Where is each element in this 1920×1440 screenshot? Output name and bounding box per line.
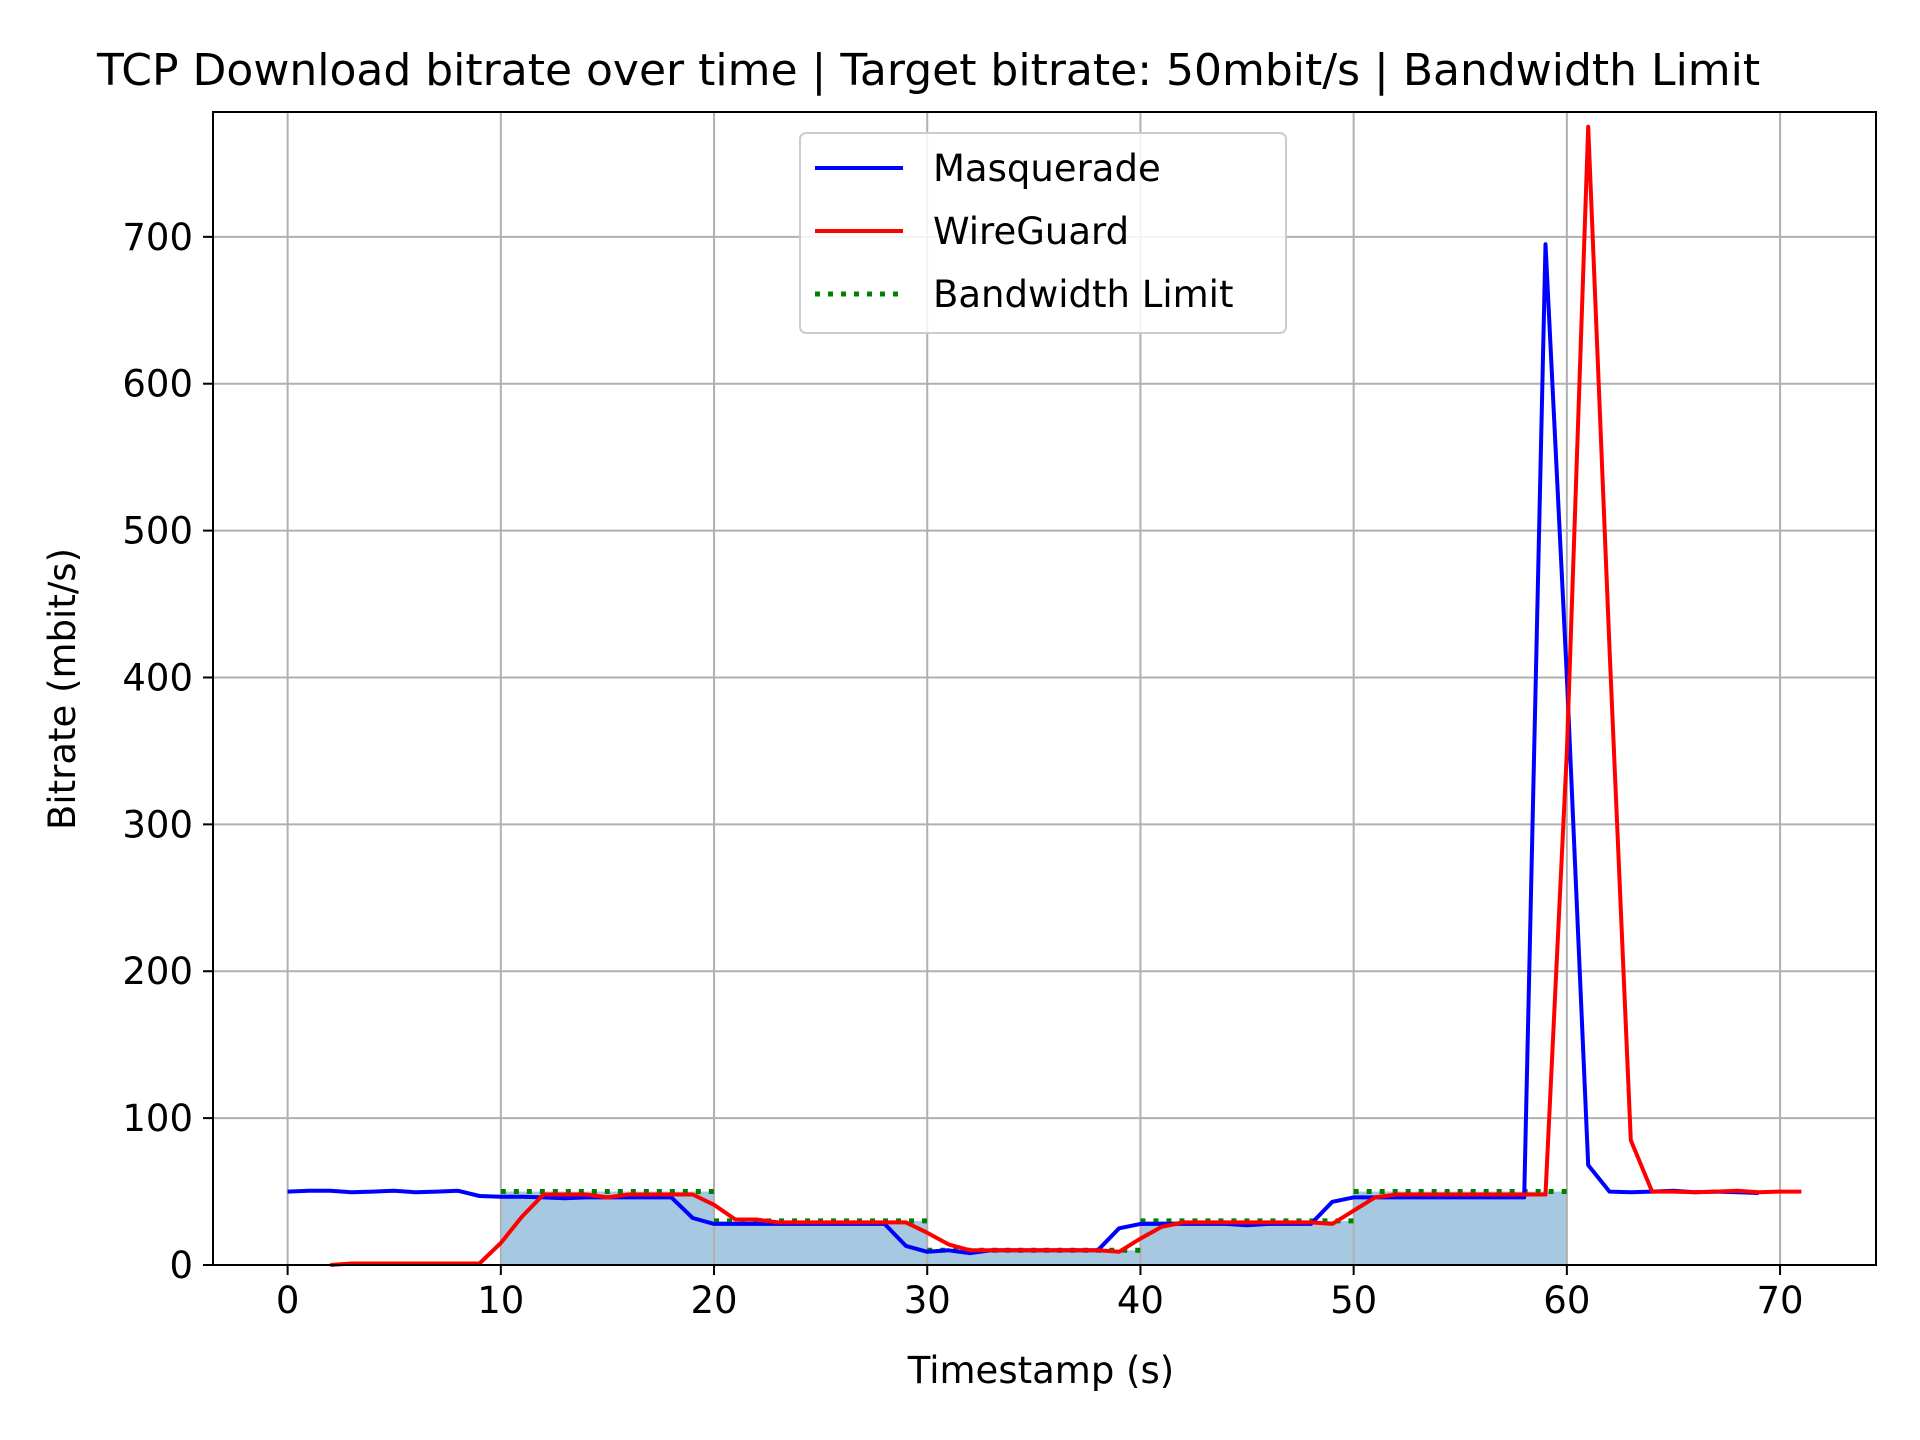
x-tick-label-1: 10 (477, 1279, 524, 1322)
x-tick-label-7: 70 (1757, 1279, 1804, 1322)
x-tick-label-4: 40 (1117, 1279, 1164, 1322)
fill-band-1 (714, 1220, 928, 1265)
legend-box (799, 132, 1287, 334)
y-tick-label-3: 300 (122, 803, 193, 846)
legend-label-bandwidth-limit: Bandwidth Limit (933, 273, 1233, 316)
wireguard-line (330, 124, 1802, 1267)
fill-band-0 (500, 1191, 715, 1265)
y-axis-label: Bitrate (mbit/s) (41, 548, 84, 830)
y-tick-label-1: 100 (122, 1097, 193, 1140)
y-tick-label-6: 600 (122, 363, 193, 406)
x-axis-label: Timestamp (s) (907, 1349, 1174, 1392)
y-tick-label-7: 700 (122, 216, 193, 259)
x-tick-label-5: 50 (1330, 1279, 1377, 1322)
y-tick-label-2: 200 (122, 950, 193, 993)
fill-band-4 (1353, 1191, 1567, 1265)
plot-frame (212, 111, 1877, 1266)
legend: Masquerade WireGuard Bandwidth Limit (799, 132, 1287, 334)
legend-label-masquerade: Masquerade (933, 147, 1161, 190)
y-tick-label-4: 400 (122, 656, 193, 699)
legend-label-wireguard: WireGuard (933, 210, 1129, 253)
fill-band-2 (927, 1250, 1141, 1265)
chart-title: TCP Download bitrate over time | Target … (96, 45, 1760, 96)
x-tick-label-3: 30 (904, 1279, 951, 1322)
fill-band-3 (1140, 1220, 1354, 1265)
x-tick-label-2: 20 (690, 1279, 737, 1322)
y-tick-label-0: 0 (169, 1244, 193, 1287)
x-tick-label-0: 0 (276, 1279, 300, 1322)
x-tick-label-6: 60 (1543, 1279, 1590, 1322)
grid-layer (213, 112, 1876, 1266)
y-tick-label-5: 500 (122, 510, 193, 553)
series-layer (287, 124, 1802, 1267)
